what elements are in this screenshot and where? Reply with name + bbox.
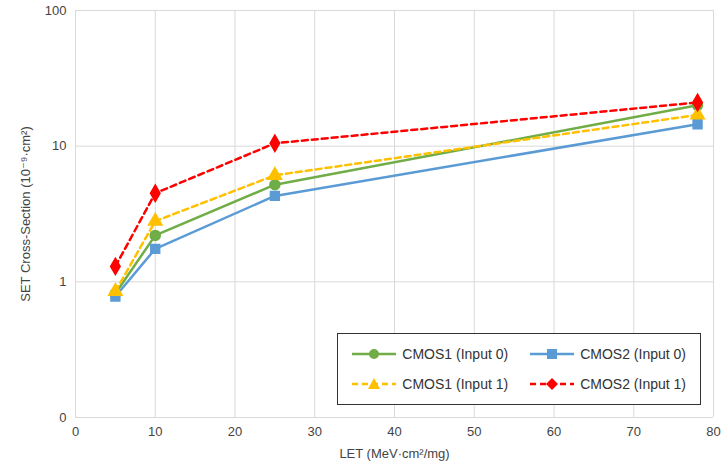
- html-text:CMOS1 (Input 0): CMOS1 (Input 0): [402, 346, 509, 362]
- svg-text:100: 100: [45, 3, 67, 18]
- svg-text:10: 10: [52, 138, 66, 153]
- svg-text:60: 60: [547, 424, 561, 439]
- svg-text:50: 50: [467, 424, 481, 439]
- svg-text:0: 0: [72, 424, 79, 439]
- svg-text:1: 1: [59, 274, 66, 289]
- svg-text:SET Cross-Section (10⁻⁹·cm²): SET Cross-Section (10⁻⁹·cm²): [18, 126, 33, 301]
- svg-text:80: 80: [706, 424, 720, 439]
- svg-text:10: 10: [148, 424, 162, 439]
- html-text:CMOS2 (Input 0): CMOS2 (Input 0): [580, 346, 686, 362]
- svg-text:0: 0: [59, 410, 66, 425]
- svg-text:30: 30: [308, 424, 322, 439]
- html-text:CMOS2 (Input 1): CMOS2 (Input 1): [580, 376, 686, 392]
- svg-text:70: 70: [627, 424, 641, 439]
- svg-text:20: 20: [228, 424, 242, 439]
- svg-text:40: 40: [387, 424, 401, 439]
- svg-text:LET (MeV·cm²/mg): LET (MeV·cm²/mg): [339, 446, 449, 461]
- html-text:CMOS1 (Input 1): CMOS1 (Input 1): [402, 376, 509, 392]
